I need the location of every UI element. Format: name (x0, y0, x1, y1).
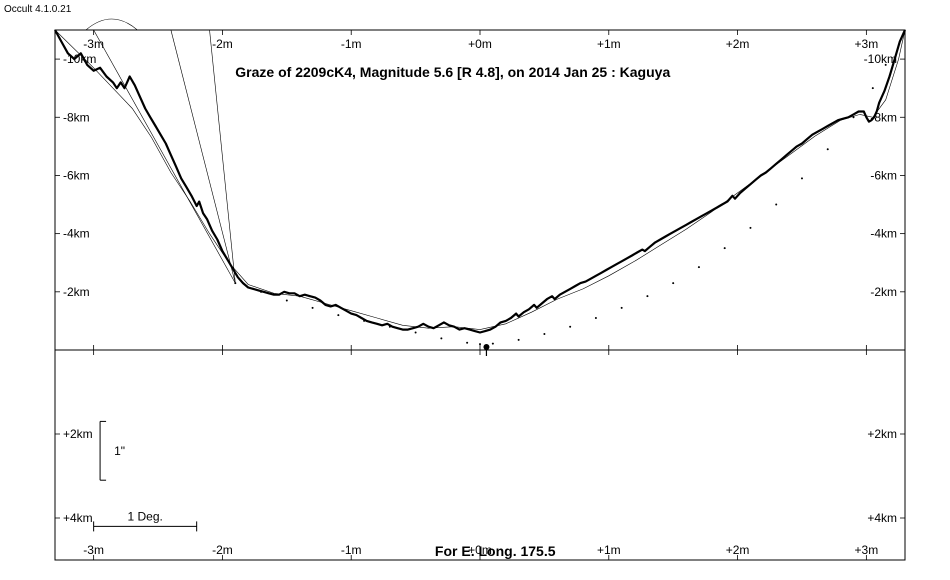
ytick-bot-r-label: +2km (867, 427, 897, 441)
ytick-top-r-label: -4km (870, 227, 897, 241)
xtick-top-label: -3m (83, 37, 104, 51)
software-label: Occult 4.1.0.21 (4, 4, 72, 15)
dotted-point (775, 204, 777, 206)
footer-label: For E. Long. 175.5 (435, 543, 556, 559)
dotted-point (479, 343, 481, 345)
xtick-bot-label: -2m (212, 543, 233, 557)
dotted-point (595, 317, 597, 319)
dotted-point (827, 148, 829, 150)
dotted-point (466, 342, 468, 344)
xtick-bot-label: -3m (83, 543, 104, 557)
dotted-point (337, 314, 339, 316)
dotted-point (286, 300, 288, 302)
xtick-bot-label: +1m (597, 543, 621, 557)
ray-line (94, 30, 236, 283)
xtick-bot-label: +3m (855, 543, 879, 557)
ytick-top-l-label: -2km (63, 285, 90, 299)
ytick-top-l-label: -4km (63, 227, 90, 241)
dotted-point (312, 307, 314, 309)
ytick-bot-r-label: +4km (867, 511, 897, 525)
chart-title: Graze of 2209cK4, Magnitude 5.6 [R 4.8],… (235, 64, 670, 80)
ray-line (210, 30, 236, 283)
xtick-bot-label: -1m (341, 543, 362, 557)
xtick-top-label: +0m (468, 37, 492, 51)
xtick-top-label: -2m (212, 37, 233, 51)
dotted-point (569, 326, 571, 328)
dotted-point (518, 339, 520, 341)
dotted-point (492, 343, 494, 345)
xtick-top-label: +3m (855, 37, 879, 51)
ytick-top-r-label: -10km (864, 52, 897, 66)
deg-scale-label: 1 Deg. (127, 509, 162, 523)
dotted-point (672, 282, 674, 284)
dotted-point (621, 307, 623, 309)
chart-svg: Occult 4.1.0.21 Graze of 2209cK4, Magnitu… (0, 0, 950, 580)
dotted-point (872, 87, 874, 89)
dotted-point (415, 332, 417, 334)
xtick-top-label: +1m (597, 37, 621, 51)
dotted-point (698, 266, 700, 268)
dotted-point (646, 295, 648, 297)
dotted-point (885, 64, 887, 66)
dotted-point (724, 247, 726, 249)
dotted-point (852, 116, 854, 118)
xtick-top-label: -1m (341, 37, 362, 51)
dotted-point (543, 333, 545, 335)
chart-container: Occult 4.1.0.21 Graze of 2209cK4, Magnitu… (0, 0, 950, 580)
ytick-top-r-label: -2km (870, 285, 897, 299)
ytick-top-r-label: -6km (870, 168, 897, 182)
ytick-top-l-label: -8km (63, 110, 90, 124)
plot-frame (55, 30, 905, 560)
ytick-bot-l-label: +4km (63, 511, 93, 525)
dotted-point (749, 227, 751, 229)
ytick-top-l-label: -6km (63, 168, 90, 182)
ytick-bot-l-label: +2km (63, 427, 93, 441)
dotted-point (801, 177, 803, 179)
dotted-point (440, 337, 442, 339)
dotted-point (234, 282, 236, 284)
limb-arc (86, 19, 137, 30)
arcsec-scale-label: 1" (114, 444, 125, 458)
xtick-top-label: +2m (726, 37, 750, 51)
ray-line (171, 30, 235, 283)
xtick-bot-label: +2m (726, 543, 750, 557)
